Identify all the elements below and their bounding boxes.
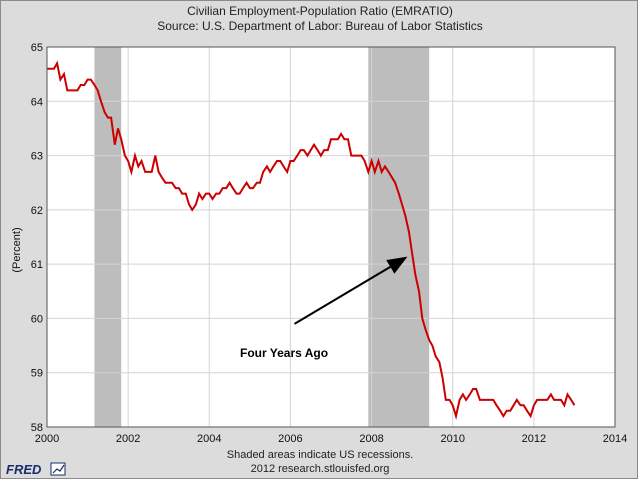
fred-logo-text: FRED [6, 462, 42, 477]
footer-source: 2012 research.stlouisfed.org [251, 463, 390, 475]
y-axis-label: (Percent) [11, 227, 23, 272]
footer-recession-note: Shaded areas indicate US recessions. [227, 449, 414, 461]
y-tick-label: 58 [31, 422, 43, 434]
chart-title: Civilian Employment-Population Ratio (EM… [187, 4, 453, 18]
x-tick-label: 2004 [197, 433, 221, 445]
x-tick-label: 2012 [522, 433, 546, 445]
annotation-label: Four Years Ago [240, 346, 328, 360]
plot-border [46, 46, 616, 428]
x-tick-label: 2014 [603, 433, 627, 445]
annotation-arrow [293, 256, 408, 325]
y-tick-label: 59 [31, 368, 43, 380]
chart-subtitle: Source: U.S. Department of Labor: Bureau… [157, 19, 483, 33]
recession-band-2 [368, 47, 430, 427]
y-tick-label: 61 [31, 259, 43, 271]
x-tick-label: 2006 [278, 433, 302, 445]
y-tick-label: 60 [31, 313, 43, 325]
recession-band-1 [94, 47, 122, 427]
x-tick-label: 2000 [35, 433, 59, 445]
y-tick-label: 65 [31, 42, 43, 54]
x-tick-label: 2010 [440, 433, 464, 445]
x-tick-label: 2002 [116, 433, 140, 445]
series-line [47, 60, 576, 421]
x-tick-label: 2008 [359, 433, 383, 445]
fred-logo: FRED [6, 462, 66, 477]
y-tick-label: 63 [31, 151, 43, 163]
plot-area [47, 47, 615, 427]
y-tick-label: 64 [31, 96, 43, 108]
y-tick-label: 62 [31, 205, 43, 217]
